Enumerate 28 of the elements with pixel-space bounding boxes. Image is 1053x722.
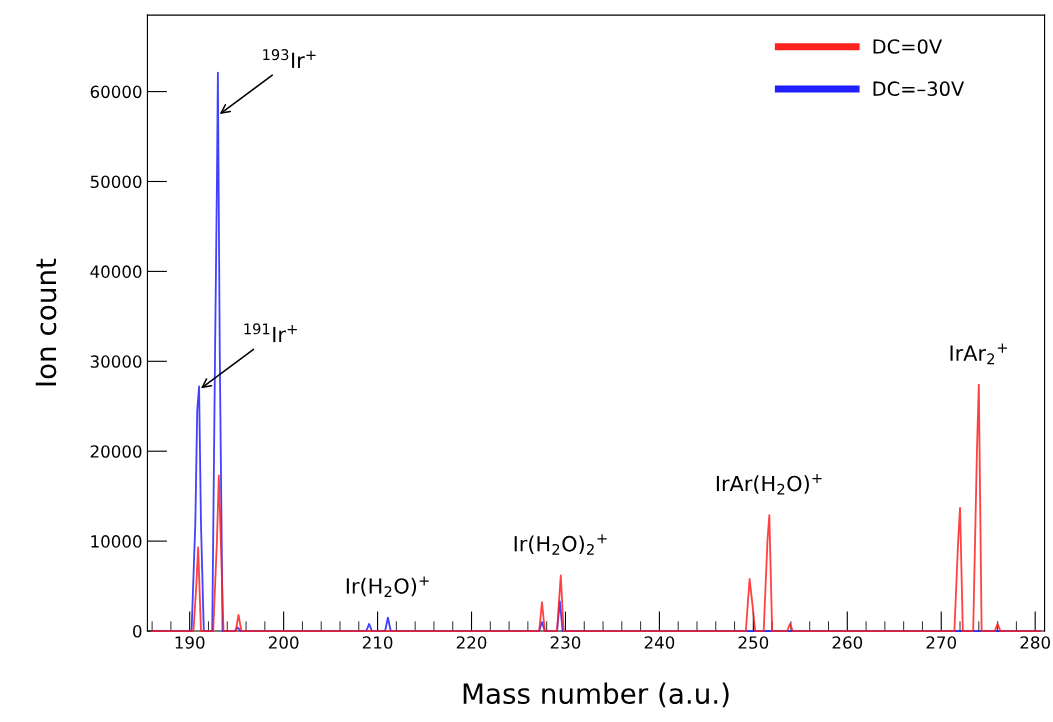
y-tick-label: 0 (133, 624, 142, 638)
x-tick-label: 240 (644, 636, 675, 649)
x-tick-label: 230 (550, 636, 581, 649)
x-tick-label: 190 (175, 636, 205, 649)
annotation: $^{193}$Ir$^{+}$ (263, 49, 316, 68)
annotation: Ir(H$_{2}$O)$^{+}$ (346, 576, 429, 598)
y-tick-label: 40000 (90, 265, 142, 278)
y-tick-label: 60000 (90, 85, 142, 99)
x-tick-label: 210 (362, 636, 393, 649)
x-tick-label: 220 (456, 636, 487, 649)
annotation: IrAr$_{2}$$^{+}$ (950, 343, 1007, 365)
y-tick-label: 50000 (90, 175, 142, 189)
legend-label: DC=–30V (873, 81, 965, 97)
line-series (151, 383, 1041, 632)
annotation: Ir(H$_{2}$O)$_{2}$$^{+}$ (514, 534, 607, 555)
x-tick-label: 260 (832, 636, 863, 649)
x-tick-label: 200 (268, 636, 299, 649)
legend-label: DC=0V (873, 39, 943, 54)
y-tick-label: 20000 (90, 445, 142, 458)
annotation: IrAr(H$_{2}$O)$^{+}$ (716, 473, 822, 495)
x-tick-label: 280 (1020, 636, 1050, 649)
y-axis-title: Ion count (35, 258, 57, 386)
y-tick-label: 10000 (91, 535, 142, 548)
x-tick-label: 270 (926, 636, 957, 649)
y-tick-label: 30000 (90, 355, 142, 368)
x-axis-title: Mass number (a.u.) (463, 682, 729, 708)
x-tick-label: 250 (738, 636, 769, 649)
annotation: $^{191}$Ir$^{+}$ (244, 323, 297, 343)
